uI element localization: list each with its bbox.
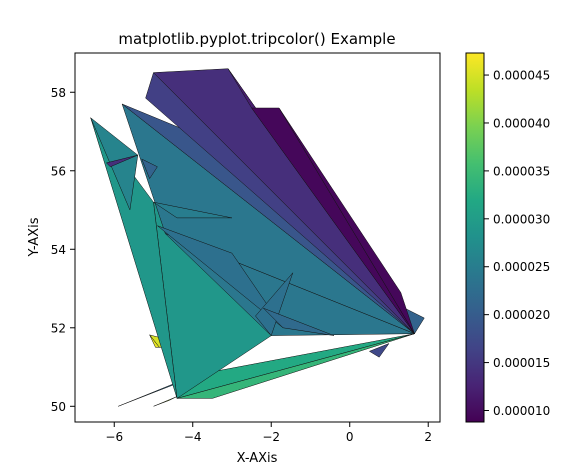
colorbar-tick-label: 0.000020 xyxy=(493,308,550,322)
colorbar-tick-label: 0.000045 xyxy=(493,69,550,83)
plot-area xyxy=(74,52,441,423)
colorbar: 0.000010 0.000015 0.000020 0.000025 0.000030… xyxy=(465,52,550,423)
mesh-triangle-19 xyxy=(141,158,158,179)
colorbar-tick-label: 0.000025 xyxy=(493,260,550,274)
mesh-triangle-25 xyxy=(278,107,415,334)
x-axis-label: X-AXis xyxy=(237,451,278,466)
colorbar-tick-label: 0.000030 xyxy=(493,212,550,226)
y-tick-label: 58 xyxy=(51,86,66,100)
colorbar-tick-label: 0.000035 xyxy=(493,164,550,178)
y-axis-ticks: 50 52 54 56 58 xyxy=(51,86,75,414)
x-tick-label: −2 xyxy=(262,430,280,444)
mesh-triangle-16 xyxy=(369,343,390,358)
mesh-triangle-6 xyxy=(176,333,415,399)
colorbar-tick-label: 0.000040 xyxy=(493,116,550,130)
x-tick-label: 0 xyxy=(346,430,354,444)
x-tick-label: −4 xyxy=(184,430,202,444)
colorbar-tick-label: 0.000015 xyxy=(493,356,550,370)
colorbar-tick-label: 0.000010 xyxy=(493,404,550,418)
mesh-triangle-13 xyxy=(157,225,284,329)
y-tick-label: 50 xyxy=(51,400,66,414)
mesh-triangle-12 xyxy=(153,201,233,219)
colorbar-ticks: 0.000010 0.000015 0.000020 0.000025 0.000030… xyxy=(484,69,550,418)
mesh-triangle-15 xyxy=(263,307,335,336)
tripcolor-mesh xyxy=(90,68,425,407)
y-tick-label: 54 xyxy=(51,243,66,257)
x-tick-label: 2 xyxy=(424,430,432,444)
colorbar-gradient xyxy=(465,52,485,423)
axes-frame xyxy=(74,52,441,423)
x-tick-label: −6 xyxy=(105,430,123,444)
y-tick-label: 52 xyxy=(51,321,66,335)
mesh-triangle-2 xyxy=(149,334,160,348)
mesh-triangle-20 xyxy=(106,154,139,168)
y-tick-label: 56 xyxy=(51,164,66,178)
mesh-triangle-14 xyxy=(255,272,294,336)
y-axis-label: Y-AXis xyxy=(27,217,42,257)
x-axis-ticks: −6 −4 −2 0 2 xyxy=(105,422,432,444)
chart-title: matplotlib.pyplot.tripcolor() Example xyxy=(118,30,395,48)
mesh-triangle-4 xyxy=(153,396,178,407)
